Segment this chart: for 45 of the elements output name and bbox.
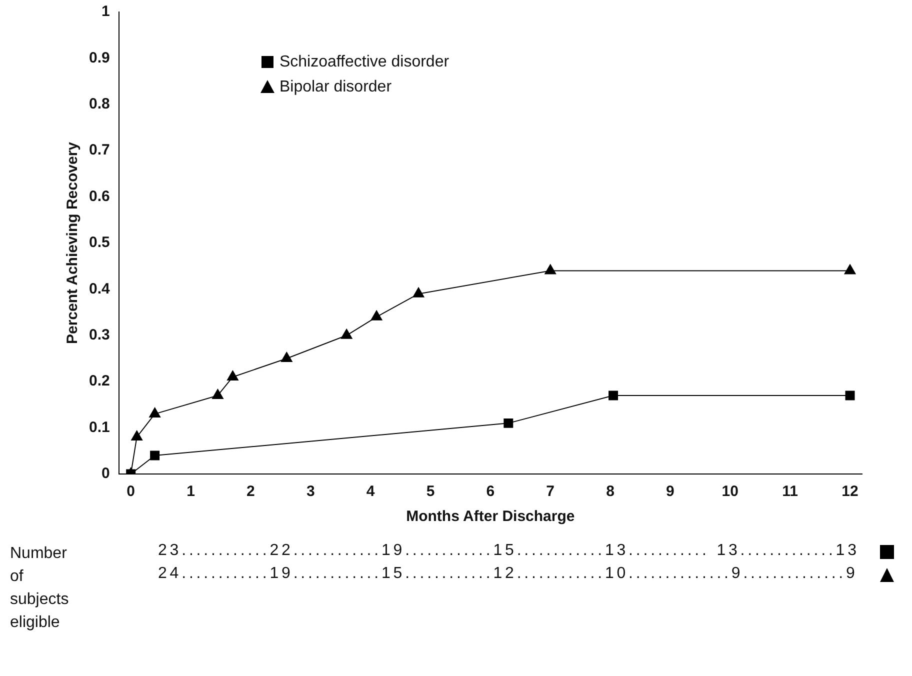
- x-tick-label: 7: [546, 483, 555, 500]
- y-tick-label: 0.7: [88, 142, 110, 159]
- x-tick-label: 5: [426, 483, 435, 500]
- point: [227, 370, 238, 380]
- legend-label: Bipolar disorder: [279, 78, 392, 96]
- text: 23............22............19............15............13........... 13.............13: [158, 542, 860, 560]
- point: [845, 390, 855, 400]
- text: 24............19............15............12............10..............9..............9: [158, 565, 858, 583]
- y-tick-label: 0.2: [88, 372, 110, 390]
- y-tick-label: 0.9: [88, 49, 110, 66]
- y-tick-label: 0.8: [88, 96, 110, 113]
- point: [544, 264, 556, 274]
- x-axis-title: Months After Discharge: [406, 508, 575, 526]
- legend-label: Schizoaffective disorder: [279, 53, 450, 70]
- y-tick-label: 0.4: [88, 280, 110, 298]
- point: [212, 388, 224, 399]
- x-tick-label: 4: [366, 483, 376, 500]
- point: [844, 264, 856, 274]
- x-tick-label: 8: [606, 483, 614, 500]
- x-tick-label: 1: [186, 483, 195, 500]
- y-tick-label: 1: [102, 3, 110, 20]
- y-axis-title: Percent Achieving Recovery: [64, 141, 82, 344]
- y-tick-label: 0: [102, 465, 110, 482]
- point: [412, 287, 424, 298]
- x-tick-label: 0: [126, 483, 136, 500]
- point: [149, 407, 161, 418]
- point: [504, 418, 514, 428]
- point: [370, 310, 382, 320]
- x-tick-label: 11: [782, 483, 798, 500]
- x-tick-label: 6: [486, 483, 495, 500]
- point: [340, 328, 352, 339]
- point: [131, 430, 143, 441]
- x-tick-label: 9: [666, 483, 674, 500]
- point: [280, 352, 292, 362]
- point: [608, 390, 618, 400]
- x-tick-label: 12: [842, 483, 858, 500]
- y-tick-label: 0.3: [88, 326, 110, 344]
- point: [150, 450, 160, 460]
- x-tick-label: 3: [306, 483, 315, 500]
- y-tick-label: 0.6: [88, 188, 110, 205]
- x-tick-label: 10: [722, 483, 738, 500]
- y-tick-label: 0.1: [88, 418, 110, 436]
- text: Number of subjects eligible: [10, 544, 70, 633]
- x-tick-label: 2: [246, 483, 255, 500]
- y-tick-label: 0.5: [88, 234, 110, 252]
